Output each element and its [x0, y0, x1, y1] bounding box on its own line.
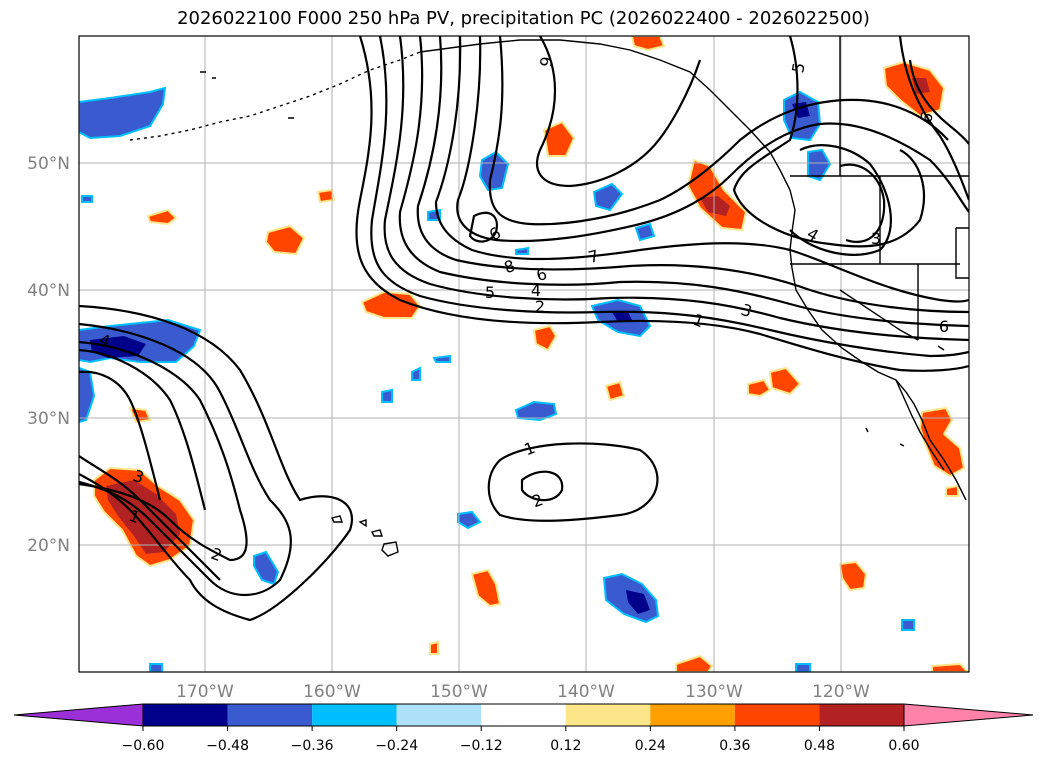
neg-blob: [457, 510, 482, 530]
neg-blob: [79, 86, 167, 140]
neg-blob: [807, 148, 832, 182]
neg-blob: [795, 663, 811, 672]
lon-label: 160°W: [303, 682, 361, 702]
colorbar-segment: [565, 704, 651, 726]
colorbar-tick-label: 0.24: [635, 738, 666, 754]
pos-blob: [542, 120, 576, 157]
neg-blob: [411, 366, 421, 381]
colorbar-tick-label: −0.60: [122, 738, 165, 754]
neg-blob: [81, 195, 93, 203]
pos-blob: [604, 380, 626, 402]
contour-label: 6: [939, 317, 949, 336]
lon-label: 130°W: [685, 682, 743, 702]
lon-label: 170°W: [176, 682, 234, 702]
pos-blob: [630, 36, 666, 52]
lat-label: 20°N: [27, 536, 70, 556]
pos-blob: [747, 378, 772, 398]
pv-contours: [79, 36, 969, 622]
lon-label: 120°W: [812, 682, 870, 702]
colorbar-segment: [143, 704, 228, 726]
colorbar-tick-label: 0.48: [804, 738, 835, 754]
lat-label: 30°N: [27, 409, 70, 429]
map-title: 2026022100 F000 250 hPa PV, precipitatio…: [177, 8, 870, 29]
lon-label: 150°W: [430, 682, 488, 702]
colorbar-segment: [312, 704, 397, 726]
colorbar-tick-label: −0.36: [291, 738, 334, 754]
pos-blob: [470, 568, 502, 608]
colorbar-extend-low: [13, 703, 144, 727]
lat-label: 40°N: [27, 281, 70, 301]
contour-label: 2: [535, 297, 545, 316]
colorbar-segment: [396, 704, 482, 726]
contour-label: 3: [871, 229, 881, 248]
contour-label: 9: [536, 55, 556, 68]
colorbar-segment: [481, 704, 566, 726]
colorbar: −0.60 −0.48 −0.36 −0.24 −0.12 0.12 0.24 0.36 0.4…: [13, 703, 1034, 754]
contour-label: 6: [534, 264, 549, 285]
neg-blob: [592, 182, 624, 212]
precip-blobs: [79, 36, 969, 672]
negmax-blob: [626, 590, 650, 614]
lon-label: 140°W: [557, 682, 615, 702]
colorbar-tick-label: −0.48: [206, 738, 249, 754]
colorbar-tick-label: −0.24: [375, 738, 418, 754]
neg-blob: [634, 222, 656, 242]
neg-blob: [149, 663, 163, 672]
colorbar-tick-label: 0.36: [719, 738, 750, 754]
neg-blob: [432, 354, 451, 363]
contour-label: 4: [531, 281, 541, 300]
gridlines: [79, 36, 969, 672]
pos-blob: [931, 662, 969, 672]
colorbar-segment: [734, 704, 820, 726]
map-frame: [78, 35, 970, 673]
lat-label: 50°N: [27, 154, 70, 174]
posmax-blob: [106, 480, 180, 554]
pos-blob: [146, 208, 178, 226]
colorbar-segment: [227, 704, 313, 726]
colorbar-tick-label: −0.12: [460, 738, 503, 754]
colorbar-extend-high: [903, 703, 1034, 727]
pos-blob: [264, 224, 306, 256]
pos-blob: [675, 654, 714, 672]
contour-label: 5: [788, 61, 808, 74]
colorbar-segment: [819, 704, 904, 726]
pos-blob: [429, 640, 439, 655]
contour-labels: 9 5 6 4 3 9 8 7 6 5 4 2 1 3 6 4 3 1 2 1 …: [96, 55, 949, 565]
pos-blob: [316, 188, 336, 204]
pos-blob: [532, 324, 558, 352]
negmax-blob: [612, 312, 632, 322]
pos-blob: [945, 484, 959, 497]
map-area: 9 5 6 4 3 9 8 7 6 5 4 2 1 3 6 4 3 1 2 1 …: [79, 36, 969, 672]
colorbar-tick-label: 0.60: [888, 738, 919, 754]
colorbar-tick-label: 0.12: [550, 738, 581, 754]
lon-ticks: 170°W 160°W 150°W 140°W 130°W 120°W: [176, 682, 870, 702]
contour-label: 5: [485, 283, 495, 302]
posmax-blob: [700, 196, 730, 216]
pos-blob: [686, 158, 748, 232]
pos-blob: [768, 366, 802, 396]
neg-blob: [381, 388, 393, 403]
colorbar-segment: [650, 704, 735, 726]
neg-blob: [515, 246, 529, 255]
pos-blob: [838, 560, 868, 592]
lat-ticks: 50°N 40°N 30°N 20°N: [27, 154, 70, 556]
colorbar-outline: [142, 703, 905, 727]
contour-label: 7: [586, 246, 601, 267]
neg-blob: [901, 619, 915, 631]
